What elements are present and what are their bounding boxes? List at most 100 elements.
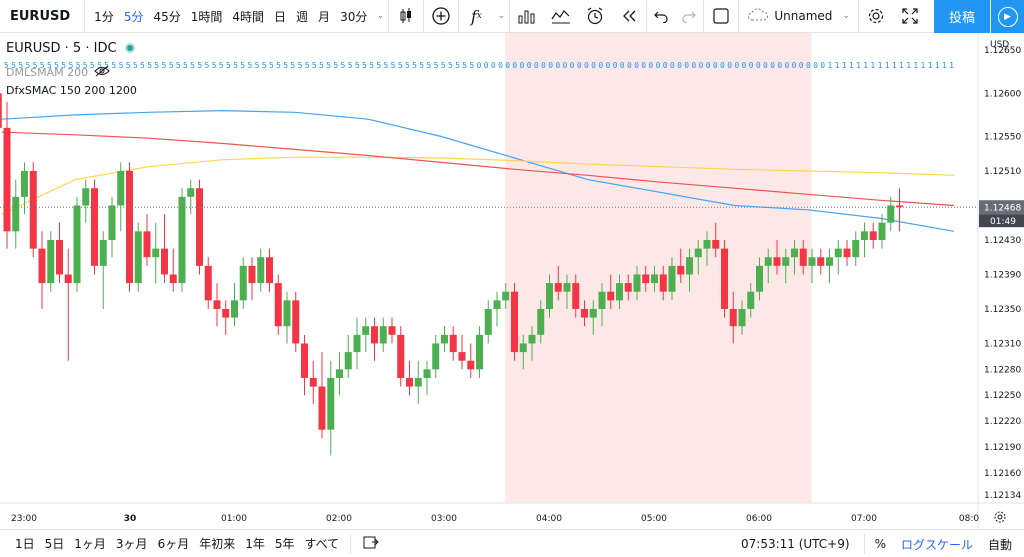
- candle-body: [861, 231, 868, 240]
- candle-body: [598, 291, 606, 309]
- candle-body: [764, 257, 772, 266]
- toolbar-divider: [388, 0, 390, 33]
- price-chart[interactable]: 5 5 5 5 5 5 5 5 5 5 5 5 5 5 5 5 5 5 5 5 …: [0, 33, 1024, 529]
- price-tick-label: 1.12510: [984, 167, 1021, 177]
- candlestick-icon[interactable]: [389, 0, 423, 33]
- countdown-tag: [979, 214, 1024, 228]
- alarm-clock-icon[interactable]: [578, 0, 612, 33]
- redo-icon[interactable]: [675, 0, 703, 33]
- interval-button[interactable]: 月: [318, 9, 331, 24]
- candle-body: [616, 283, 623, 301]
- undo-icon[interactable]: [647, 0, 675, 33]
- candle-body: [607, 291, 615, 301]
- time-tick-label: 30: [124, 514, 137, 524]
- range-button[interactable]: 年初来: [199, 537, 236, 551]
- candle-body: [511, 291, 518, 353]
- wave-chart-icon[interactable]: [544, 0, 578, 33]
- expand-arrows-icon[interactable]: [893, 0, 927, 33]
- range-button[interactable]: 3ヶ月: [115, 537, 148, 551]
- toolbar-divider: [738, 0, 740, 33]
- chart-pane[interactable]: 5 5 5 5 5 5 5 5 5 5 5 5 5 5 5 5 5 5 5 5 …: [0, 33, 1024, 529]
- plus-circle-icon[interactable]: [424, 0, 458, 33]
- range-button[interactable]: 5日: [44, 537, 65, 551]
- candle-body: [528, 334, 536, 344]
- interval-button[interactable]: 1分: [94, 9, 114, 24]
- candle-body: [257, 257, 265, 284]
- toolbar-divider: [84, 0, 86, 33]
- price-tick-label: 1.12430: [984, 236, 1021, 246]
- toolbar-divider: [646, 0, 648, 33]
- legend-indicator-2[interactable]: DfxSMAC 150 200 1200: [6, 81, 137, 99]
- publish-button[interactable]: 投稿: [934, 0, 990, 33]
- candle-body: [537, 308, 545, 335]
- candle-body: [694, 248, 702, 258]
- interval-button[interactable]: 4時間: [232, 9, 265, 24]
- candle-body: [82, 188, 90, 206]
- candle-body: [274, 283, 282, 327]
- legend-indicator-1[interactable]: DMLSMAM 200: [6, 63, 137, 81]
- candle-body: [99, 239, 107, 266]
- interval-dropdown-caret[interactable]: ⌄: [376, 11, 385, 21]
- candle-body: [852, 239, 860, 258]
- candle-body: [266, 257, 273, 284]
- candle-body: [729, 308, 737, 327]
- range-button[interactable]: 6ヶ月: [157, 537, 190, 551]
- candle-body: [554, 283, 562, 292]
- candle-body: [143, 231, 151, 258]
- log-scale-toggle[interactable]: ログスケール: [900, 537, 973, 552]
- play-button[interactable]: ▶: [990, 0, 1024, 33]
- range-button[interactable]: 1ヶ月: [74, 537, 106, 551]
- candle-body: [581, 308, 588, 318]
- signal-digits-row: 5 5 5 5 5 5 5 5 5 5 5 5 5 5 5 5 5 5 5 5 …: [4, 61, 954, 70]
- price-tick-label: 1.12310: [984, 339, 1021, 349]
- current-price-tag: [979, 200, 1024, 215]
- candle-body: [449, 334, 457, 353]
- price-tick-label: 1.12600: [984, 89, 1021, 99]
- interval-button[interactable]: 週: [296, 9, 309, 24]
- candle-body: [231, 300, 238, 318]
- fullscreen-square-icon[interactable]: [704, 0, 738, 33]
- candle-body: [432, 343, 440, 370]
- interval-button[interactable]: 日: [274, 9, 287, 24]
- function-dropdown-caret[interactable]: ⌄: [497, 11, 506, 21]
- fx-sub: x: [476, 11, 482, 21]
- candle-body: [222, 308, 230, 318]
- time-tick-label: 02:00: [326, 514, 352, 524]
- candle-body: [659, 274, 667, 292]
- interval-button[interactable]: 30分: [340, 9, 368, 24]
- candle-body: [196, 188, 203, 266]
- candle-body: [476, 334, 483, 370]
- indicator-1-label: DMLSMAM 200: [6, 65, 89, 79]
- candle-body: [318, 386, 326, 430]
- candle-body: [248, 265, 256, 284]
- gear-icon[interactable]: [859, 0, 893, 33]
- axis-settings-gear-icon[interactable]: [994, 511, 1006, 523]
- range-button[interactable]: 5年: [274, 537, 295, 551]
- goto-date-icon[interactable]: [357, 535, 385, 552]
- candle-body: [834, 248, 842, 258]
- percent-toggle[interactable]: %: [874, 537, 886, 551]
- range-button[interactable]: すべて: [304, 537, 340, 551]
- auto-scale-toggle[interactable]: 自動: [987, 537, 1012, 552]
- symbol-search-button[interactable]: EURUSD: [10, 8, 71, 24]
- layout-caret: ⌄: [842, 11, 850, 21]
- currency-label: USD: [990, 40, 1009, 50]
- price-tick-label: 1.12190: [984, 443, 1021, 453]
- clock-display[interactable]: 07:53:11 (UTC+9): [741, 537, 850, 551]
- compare-bars-icon[interactable]: [510, 0, 544, 33]
- range-button[interactable]: 1年: [245, 537, 265, 551]
- interval-button[interactable]: 1時間: [190, 9, 223, 24]
- replay-rewind-icon[interactable]: [612, 0, 646, 33]
- layout-name: Unnamed: [774, 9, 833, 23]
- layout-menu[interactable]: Unnamed ⌄: [739, 0, 858, 33]
- market-status-dot: [124, 43, 135, 53]
- range-button[interactable]: 1日: [15, 537, 35, 551]
- cloud-icon: [747, 7, 769, 25]
- interval-button[interactable]: 45分: [153, 9, 181, 24]
- interval-button[interactable]: 5分: [123, 9, 144, 24]
- candle-body: [747, 291, 755, 309]
- candle-body: [213, 300, 221, 309]
- candle-body: [668, 265, 676, 292]
- hidden-eye-icon[interactable]: [94, 65, 110, 80]
